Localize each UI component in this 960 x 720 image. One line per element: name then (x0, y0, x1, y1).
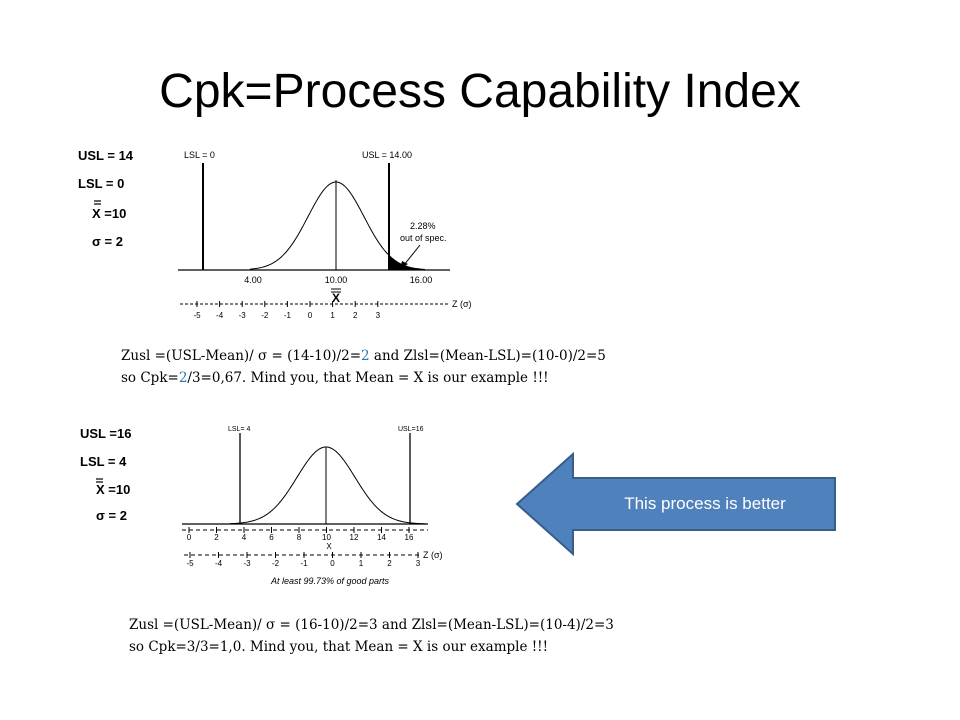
chart2-footer: At least 99.73% of good parts (270, 576, 390, 586)
chart2-x-symbol: X (326, 542, 332, 551)
chart2-xbar-param: X =10 (96, 482, 131, 497)
chart1-z-tick-label: -1 (284, 311, 292, 320)
caption-text: /3=0,67. Mind you, that Mean = X is our … (187, 370, 549, 386)
chart1-lsl-param: LSL = 0 (78, 176, 125, 191)
caption-text: so Cpk= (121, 370, 179, 386)
chart2-lsl-param: LSL = 4 (80, 454, 127, 469)
chart1-z-tick-label: 3 (376, 311, 381, 320)
chart2-x-tick-label: 2 (214, 533, 219, 542)
caption-text: Zusl =(USL-Mean)/ σ = (14-10)/2= (121, 348, 362, 364)
chart2-x-tick-label: 10 (322, 533, 331, 542)
callout-arrow: This process is better (515, 451, 837, 557)
chart2-lsl-label: LSL= 4 (228, 426, 250, 433)
chart2: LSL= 4 USL=16 0 2 4 6 8 10 12 14 16 X -5 -4 -3 -2 -1… (96, 426, 443, 586)
chart1-value-label: 4.00 (244, 275, 262, 285)
chart1-caption-line1: Zusl =(USL-Mean)/ σ = (14-10)/2=2 and Zl… (121, 345, 606, 367)
caption-text: and Zlsl=(Mean-LSL)=(10-0)/2=5 (369, 348, 606, 364)
chart2-usl-label: USL=16 (398, 426, 424, 433)
chart1-out-of-spec-tail (389, 255, 425, 270)
chart2-bell-curve (229, 446, 426, 525)
chart1: LSL = 0 USL = 14.00 2.28% out of spec. 4… (94, 150, 472, 320)
chart2-caption-line2: so Cpk=3/3=1,0. Mind you, that Mean = X … (129, 639, 549, 655)
chart1-caption-line2: so Cpk=2/3=0,67. Mind you, that Mean = X… (121, 367, 549, 389)
chart2-x-ticks: 0 2 4 6 8 10 12 14 16 (187, 527, 414, 542)
chart1-value-label: 10.00 (325, 275, 348, 285)
chart1-z-tick-label: -5 (193, 311, 201, 320)
chart1-sigma-param: σ = 2 (92, 234, 123, 249)
chart1-bell-curve (249, 181, 426, 270)
chart1-usl-label: USL = 14.00 (362, 150, 412, 160)
chart1-z-tick-label: 1 (330, 311, 335, 320)
chart1-oos-text: out of spec. (400, 233, 447, 243)
chart1-z-tick-label: 0 (308, 311, 313, 320)
chart1-z-tick-label: -4 (216, 311, 224, 320)
chart2-z-tick-label: -1 (300, 559, 308, 568)
chart1-z-tick-label: -3 (239, 311, 247, 320)
chart2-z-tick-label: -4 (215, 559, 223, 568)
chart2-z-tick-label: 2 (387, 559, 392, 568)
chart2-x-tick-label: 12 (350, 533, 359, 542)
chart2-z-tick-label: 3 (416, 559, 421, 568)
chart1-oos-pct: 2.28% (410, 221, 436, 231)
caption-highlight: 2 (178, 370, 188, 386)
chart2-z-tick-label: -3 (243, 559, 251, 568)
chart1-z-ticks: -5 -4 -3 -2 -1 0 1 2 3 (193, 301, 381, 320)
chart2-z-label: Z (σ) (423, 550, 443, 560)
chart2-usl-param: USL =16 (80, 426, 132, 441)
callout-text: This process is better (624, 494, 786, 513)
chart2-caption-line1: Zusl =(USL-Mean)/ σ = (16-10)/2=3 and Zl… (129, 617, 614, 633)
chart1-lsl-label: LSL = 0 (184, 150, 215, 160)
chart2-z-tick-label: 0 (330, 559, 335, 568)
chart2-z-tick-label: -2 (272, 559, 280, 568)
left-arrow-icon (515, 451, 836, 557)
chart2-z-tick-label: -5 (186, 559, 194, 568)
chart2-x-tick-label: 6 (269, 533, 274, 542)
chart2-x-tick-label: 14 (377, 533, 386, 542)
chart2-z-ticks: -5 -4 -3 -2 -1 0 1 2 3 (186, 552, 421, 568)
chart2-x-tick-label: 0 (187, 533, 192, 542)
caption-highlight: 2 (361, 348, 370, 364)
chart1-z-label: Z (σ) (452, 299, 472, 309)
chart2-z-tick-label: 1 (359, 559, 364, 568)
chart2-sigma-param: σ = 2 (96, 508, 127, 523)
chart2-x-tick-label: 4 (242, 533, 247, 542)
chart1-value-label: 16.00 (410, 275, 433, 285)
chart1-z-tick-label: 2 (353, 311, 358, 320)
chart1-usl-param: USL = 14 (78, 148, 134, 163)
chart1-oos-arrow (403, 244, 421, 266)
chart2-x-tick-label: 16 (405, 533, 414, 542)
chart1-axis-symbol: X (332, 291, 340, 305)
chart1-z-tick-label: -2 (261, 311, 269, 320)
chart2-x-tick-label: 8 (297, 533, 302, 542)
chart1-xbar-param: X =10 (92, 206, 127, 221)
slide-title: Cpk=Process Capability Index (159, 65, 801, 118)
